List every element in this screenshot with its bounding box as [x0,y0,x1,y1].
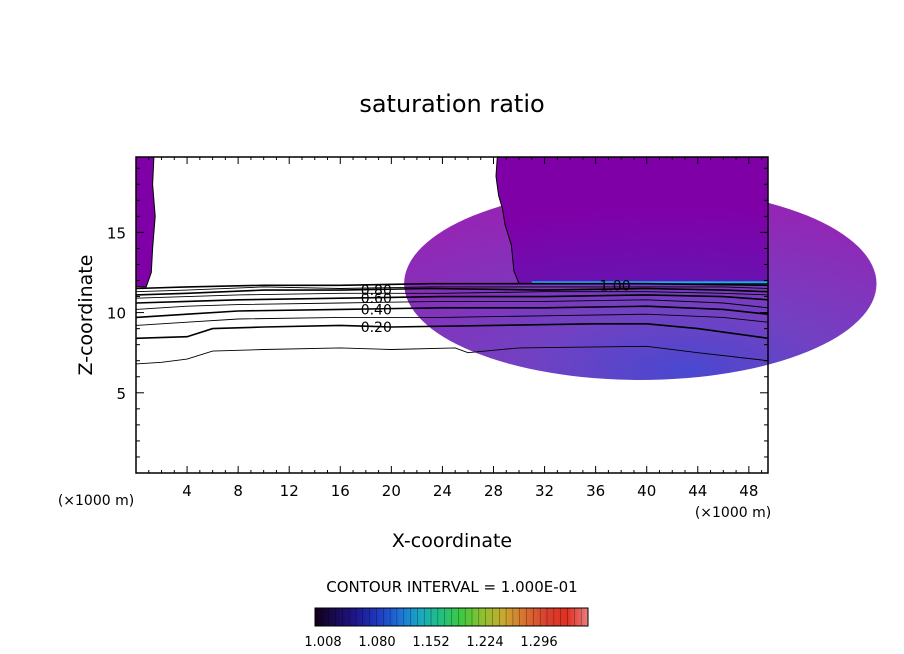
colorbar-frame [314,607,589,627]
bright-band [531,281,768,285]
contour-line-0.1 [135,345,769,365]
x-unit-label-right: (×1000 m) [695,505,771,521]
x-tick-label: 8 [233,482,243,500]
y-tick-label: 5 [116,385,126,403]
colorbar-tick-label: 1.296 [520,635,557,650]
contour-line-0.5 [135,299,769,310]
x-tick-label: 40 [637,482,656,500]
contour-line-0.6 [135,294,769,304]
x-tick-label: 28 [484,482,503,500]
colorbar-tick-label: 1.152 [412,635,449,650]
x-axis-label: X-coordinate [392,530,512,552]
y-axis-label: Z-coordinate [75,255,97,376]
contour-line-0.7 [135,291,769,299]
contour-interval-text: CONTOUR INTERVAL = 1.000E-01 [326,578,577,596]
x-tick-label: 36 [586,482,605,500]
contour-label: 0.80 [361,283,392,299]
contour-labels: 0.20 0.400.600.80 1.00 [361,278,631,336]
colorbar-tick-labels: 1.008 1.080 1.152 1.224 1.296 [304,635,557,650]
colorbar-tick-label: 1.224 [466,635,503,650]
contour-line-1.0 [135,282,769,290]
contour-line-0.4 [135,305,769,319]
x-tick-label: 12 [280,482,299,500]
x-tick-label: 44 [688,482,707,500]
colorbar-tick-label: 1.008 [304,635,341,650]
x-tick-label: 48 [739,482,758,500]
x-tick-labels: 4 8 12 16 20 24 28 32 36 40 44 48 [182,482,758,500]
colorbar [315,608,588,626]
contour-line-0.3 [135,313,769,326]
x-tick-label: 20 [382,482,401,500]
contour-label: 0.40 [361,302,392,318]
contour-label: 0.20 [361,320,392,336]
plot-frame [135,156,769,474]
contour-line-0.8 [135,287,769,296]
x-tick-label: 32 [535,482,554,500]
contour-label: 1.00 [599,278,630,294]
left-supersat-region [135,156,156,288]
y-tick-labels: 5 10 15 [107,224,126,402]
colorbar-tick-label: 1.080 [358,635,395,650]
x-tick-label: 4 [182,482,192,500]
x-tick-label: 24 [433,482,452,500]
supersaturation-fill [135,156,877,380]
y-tick-label: 10 [107,305,126,323]
contour-line-0.9 [135,286,769,293]
x-tick-label: 16 [331,482,350,500]
contour-line-0.2 [135,322,769,340]
contour-label: 0.60 [361,291,392,307]
y-tick-label: 15 [107,224,126,242]
x-unit-label-left: (×1000 m) [58,493,134,509]
chart-title: saturation ratio [359,90,544,118]
contour-lines [135,282,769,365]
axis-ticks [136,157,768,473]
